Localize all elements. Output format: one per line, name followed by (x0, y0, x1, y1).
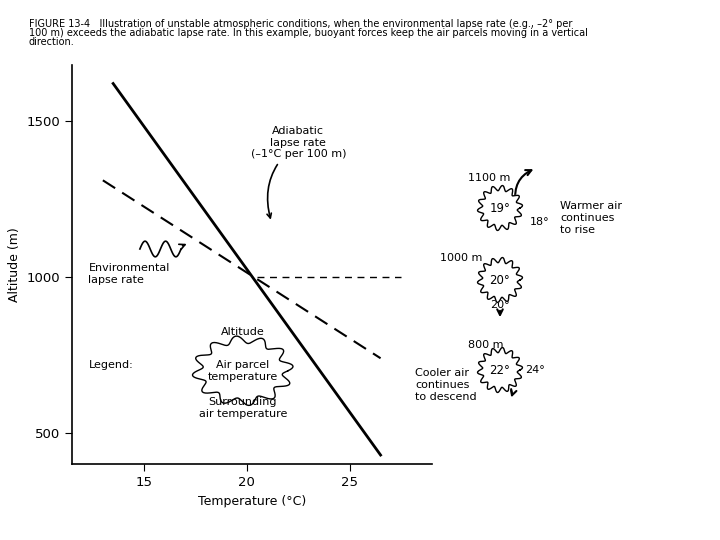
Text: 24°: 24° (525, 365, 545, 375)
Text: 19°: 19° (490, 201, 510, 214)
Text: Adiabatic
lapse rate
(–1°C per 100 m): Adiabatic lapse rate (–1°C per 100 m) (251, 126, 346, 218)
Text: Environmental
lapse rate: Environmental lapse rate (89, 263, 170, 285)
Text: Cooler air
continues
to descend: Cooler air continues to descend (415, 368, 477, 402)
Text: Warmer air
continues
to rise: Warmer air continues to rise (560, 201, 622, 234)
Text: 18°: 18° (530, 217, 549, 227)
Text: 20°: 20° (490, 300, 510, 310)
Text: ALWAYS LEARNING: ALWAYS LEARNING (4, 509, 159, 524)
Text: 800 m: 800 m (468, 340, 503, 350)
Text: Surrounding
air temperature: Surrounding air temperature (199, 397, 287, 419)
Polygon shape (477, 348, 523, 393)
Polygon shape (192, 336, 293, 406)
Polygon shape (477, 258, 523, 302)
Text: Copyright © 2015 by Pearson Education, Inc.: Copyright © 2015 by Pearson Education, I… (432, 505, 627, 514)
Text: 20°: 20° (490, 273, 510, 287)
Text: Air parcel
temperature: Air parcel temperature (207, 360, 278, 382)
X-axis label: Temperature (°C): Temperature (°C) (198, 495, 306, 508)
Text: direction.: direction. (29, 37, 75, 48)
Text: Legend:: Legend: (89, 360, 133, 369)
Text: All Rights Reserved: All Rights Reserved (432, 517, 516, 526)
Text: Basic Environmental Technology, Sixth Edition: Basic Environmental Technology, Sixth Ed… (205, 505, 405, 514)
Text: 22°: 22° (490, 363, 510, 376)
Y-axis label: Altitude (m): Altitude (m) (8, 227, 21, 302)
Text: 1000 m: 1000 m (440, 253, 482, 263)
Text: PEARSON: PEARSON (593, 507, 696, 526)
Text: 100 m) exceeds the adiabatic lapse rate. In this example, buoyant forces keep th: 100 m) exceeds the adiabatic lapse rate.… (29, 28, 588, 38)
Text: Jerry A. Nathanson | Richard A. Schneider: Jerry A. Nathanson | Richard A. Schneide… (205, 517, 384, 526)
Polygon shape (477, 186, 523, 231)
Text: 1100 m: 1100 m (468, 173, 510, 183)
Text: FIGURE 13-4   Illustration of unstable atmospheric conditions, when the environm: FIGURE 13-4 Illustration of unstable atm… (29, 19, 572, 29)
Text: Altitude: Altitude (221, 327, 265, 337)
